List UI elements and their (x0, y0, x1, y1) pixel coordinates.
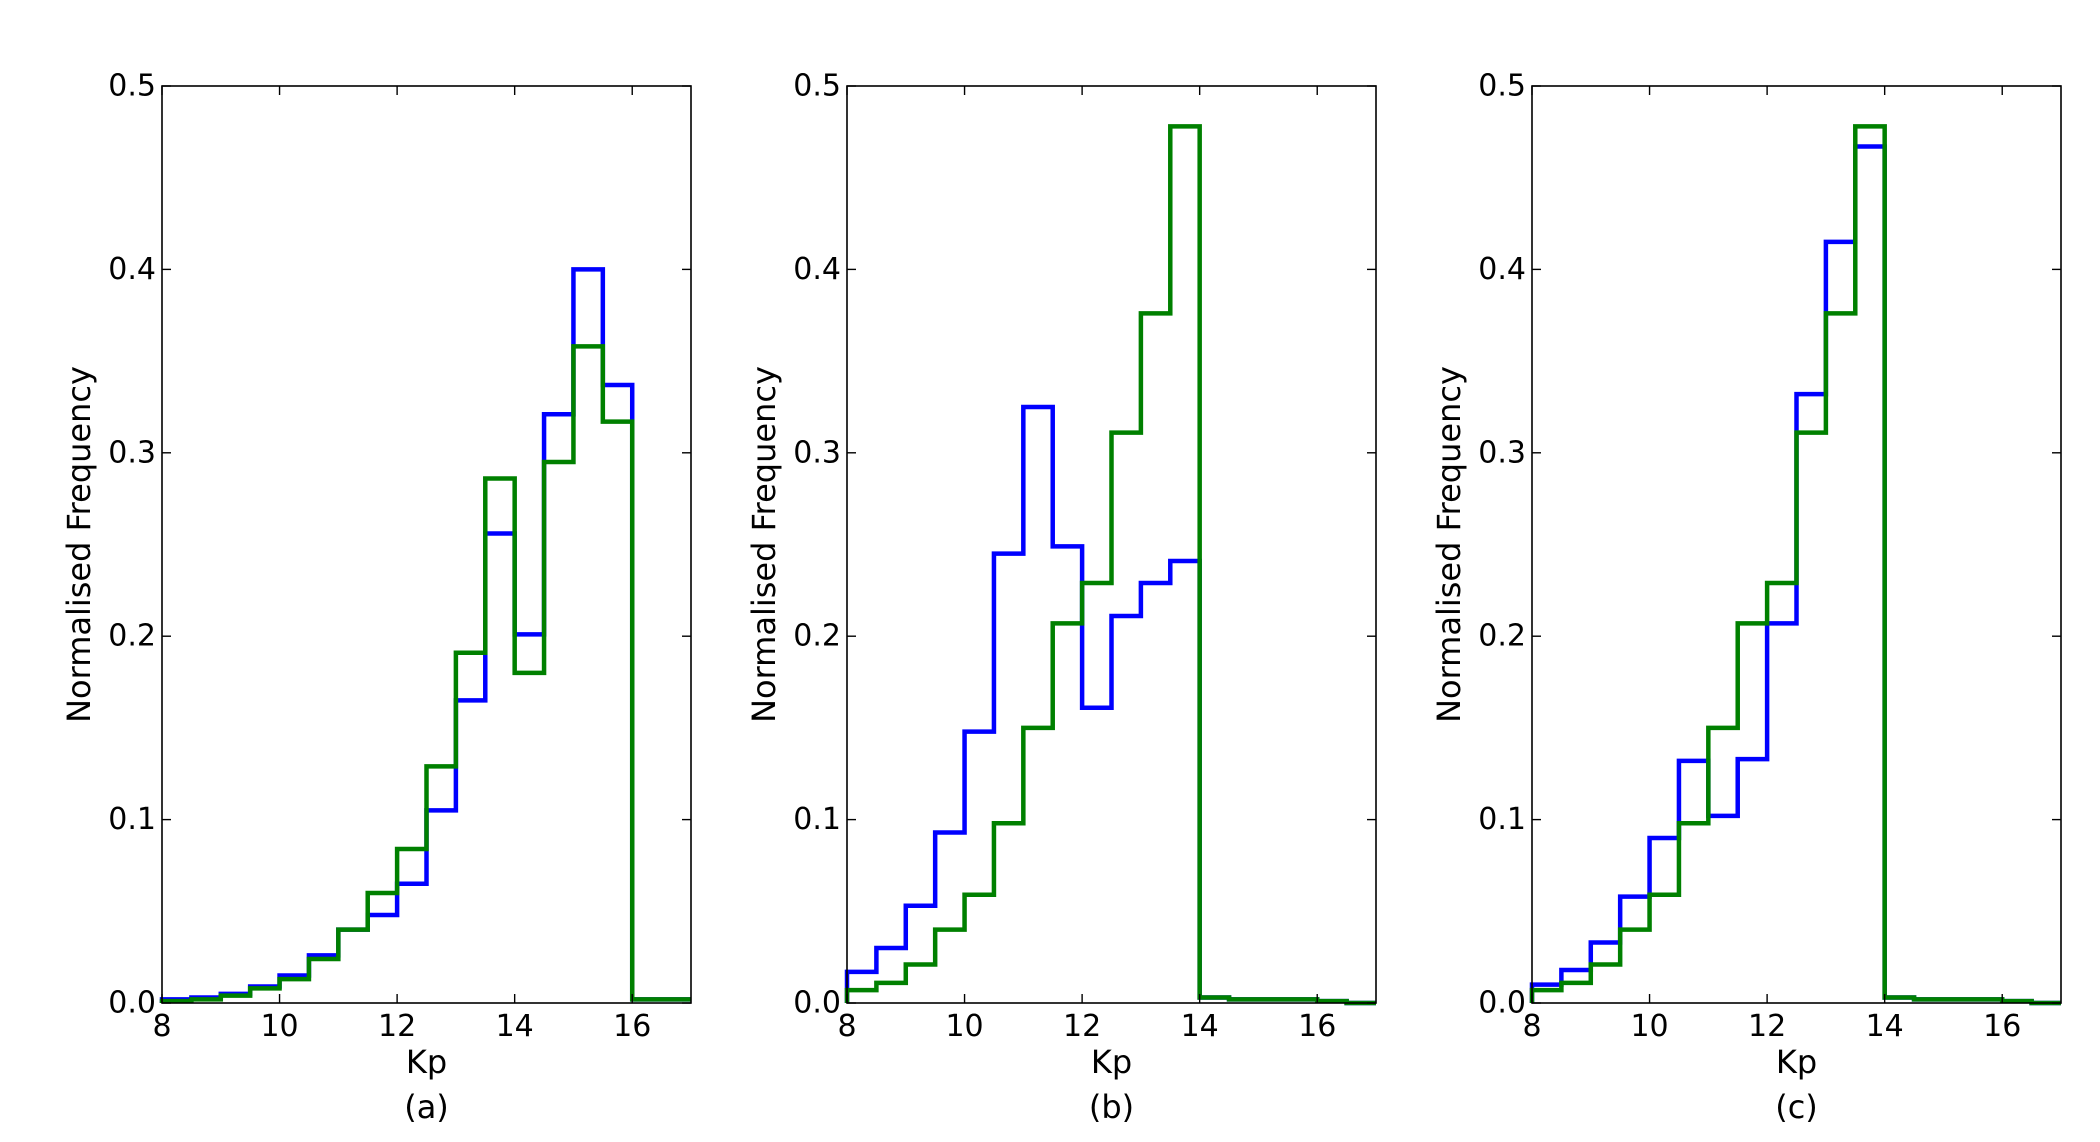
y-tick-label: 0.3 (1478, 435, 1526, 470)
series-line-blue (159, 267, 691, 1003)
x-tick-label: 14 (1866, 1009, 1904, 1044)
y-tick-label: 0.0 (793, 986, 841, 1021)
y-tick-label: 0.4 (108, 252, 156, 287)
y-tick-label: 0.1 (108, 802, 156, 837)
y-tick-label: 0.3 (108, 435, 156, 470)
y-axis-label: Normalised Frequency (60, 366, 98, 723)
x-tick-label: 12 (1748, 1009, 1786, 1044)
y-axis-label: Normalised Frequency (1430, 366, 1468, 723)
series-line-green (844, 124, 1376, 1006)
y-tick-label: 0.5 (1478, 69, 1526, 104)
x-tick-label: 8 (152, 1009, 171, 1044)
x-tick-label: 16 (1298, 1009, 1336, 1044)
x-tick-label: 8 (837, 1009, 856, 1044)
x-tick-label: 12 (1063, 1009, 1101, 1044)
panel-label: (c) (1775, 1088, 1818, 1126)
x-axis-label: Kp (406, 1043, 447, 1081)
y-tick-label: 0.1 (793, 802, 841, 837)
panel-label: (a) (404, 1088, 449, 1126)
y-tick-label: 0.2 (108, 619, 156, 654)
x-tick-label: 12 (378, 1009, 416, 1044)
x-axis-label: Kp (1091, 1043, 1132, 1081)
x-tick-label: 16 (1983, 1009, 2021, 1044)
chart-panel-2: 0.0 0.1 0.2 0.3 0.4 0.5 8 10 12 14 16 Kp (b) Normalis… (745, 69, 1377, 1126)
axes-frame (1531, 85, 2062, 1004)
x-tick-label: 10 (1630, 1009, 1668, 1044)
x-tick-label: 8 (1522, 1009, 1541, 1044)
x-axis-label: Kp (1776, 1043, 1817, 1081)
x-tick-label: 10 (945, 1009, 983, 1044)
series-line-green (159, 344, 691, 1004)
x-tick-label: 14 (1181, 1009, 1219, 1044)
chart-panel-3: 0.0 0.1 0.2 0.3 0.4 0.5 8 10 12 14 16 Kp (c) Normalis… (1430, 69, 2062, 1126)
y-tick-label: 0.0 (108, 986, 156, 1021)
x-tick-label: 16 (613, 1009, 651, 1044)
y-tick-label: 0.4 (1478, 252, 1526, 287)
y-tick-label: 0.0 (1478, 986, 1526, 1021)
y-tick-label: 0.5 (108, 69, 156, 104)
y-axis-label: Normalised Frequency (745, 366, 783, 723)
series-line-green (1529, 124, 2061, 1006)
axes-frame (161, 85, 692, 1004)
y-tick-label: 0.1 (1478, 802, 1526, 837)
panel-label: (b) (1089, 1088, 1134, 1126)
y-tick-label: 0.3 (793, 435, 841, 470)
axes-frame (846, 85, 1377, 1004)
chart-panel-1: 0.0 0.1 0.2 0.3 0.4 0.5 8 10 12 14 16 Kp (a) Normalis… (60, 69, 692, 1126)
x-tick-label: 10 (260, 1009, 298, 1044)
y-tick-label: 0.2 (793, 619, 841, 654)
y-tick-label: 0.2 (1478, 619, 1526, 654)
y-tick-label: 0.5 (793, 69, 841, 104)
x-tick-label: 14 (496, 1009, 534, 1044)
y-tick-label: 0.4 (793, 252, 841, 287)
